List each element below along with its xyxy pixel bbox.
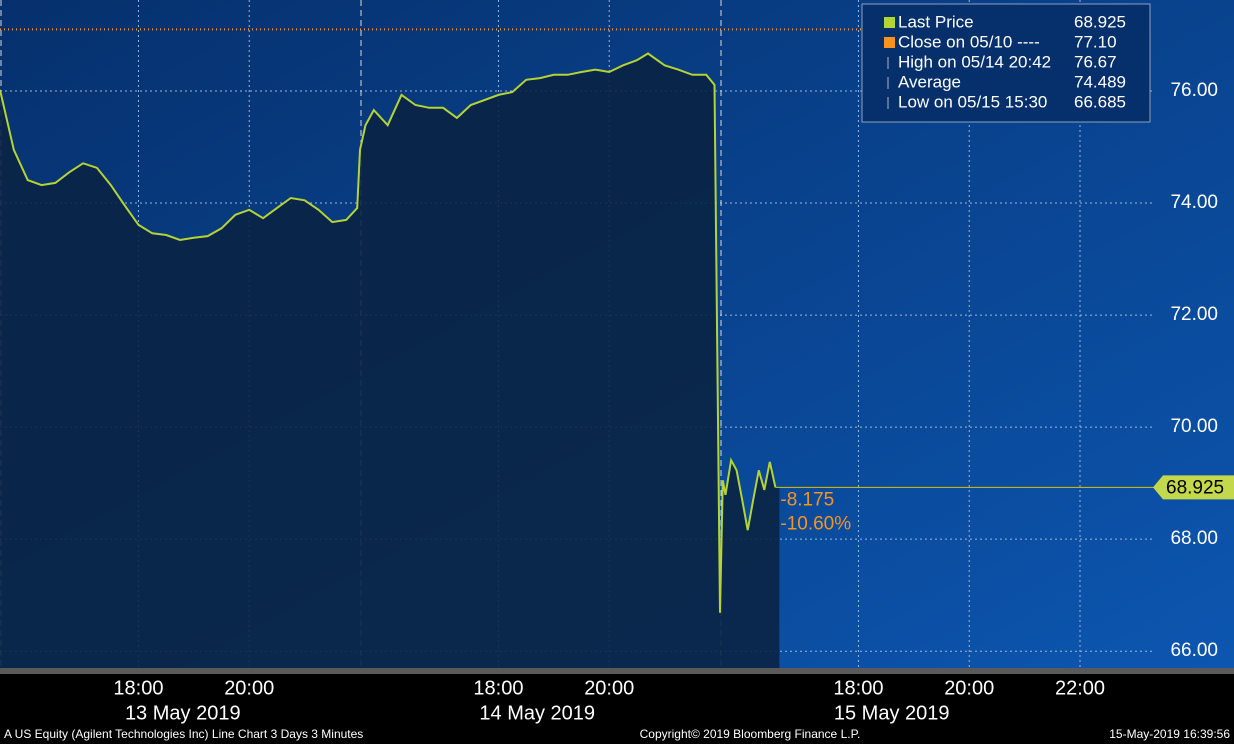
y-tick-label: 66.00 xyxy=(1170,640,1218,661)
x-tick-label: 20:00 xyxy=(584,677,634,699)
legend-value: 76.67 xyxy=(1074,52,1117,71)
area xyxy=(0,53,780,668)
legend-value: 77.10 xyxy=(1074,32,1117,51)
legend-label: Average xyxy=(898,72,961,91)
last-price-label: 68.925 xyxy=(1166,477,1224,498)
x-group-label: 13 May 2019 xyxy=(125,702,241,724)
x-group-label: 15 May 2019 xyxy=(834,702,950,724)
x-tick-label: 18:00 xyxy=(113,677,163,699)
x-tick-label: 20:00 xyxy=(224,677,274,699)
footer-left: A US Equity (Agilent Technologies Inc) L… xyxy=(4,727,363,741)
price-line xyxy=(0,52,777,613)
y-tick-label: 70.00 xyxy=(1170,416,1218,437)
legend-label: Low on 05/15 15:30 xyxy=(898,92,1047,111)
plot-layer: 66.00 68.00 70.00 72.00 74.00 76.00 18:00 20:00… xyxy=(0,0,1234,724)
x-axis-band xyxy=(0,674,1234,744)
x-tick-label: 20:00 xyxy=(944,677,994,699)
y-tick-label: 76.00 xyxy=(1170,80,1218,101)
x-group-label: 14 May 2019 xyxy=(479,702,595,724)
legend-swatch xyxy=(884,17,895,28)
legend-label: Close on 05/10 ---- xyxy=(898,32,1040,51)
legend-swatch xyxy=(884,37,895,48)
legend-value: 66.685 xyxy=(1074,92,1126,111)
y-tick-label: 72.00 xyxy=(1170,304,1218,325)
y-tick-label: 68.00 xyxy=(1170,528,1218,549)
axis-separator xyxy=(0,668,1234,674)
legend-box xyxy=(861,3,1151,123)
legend-value: 74.489 xyxy=(1074,72,1126,91)
x-tick-label: 22:00 xyxy=(1055,677,1105,699)
legend-label: Last Price xyxy=(898,12,974,31)
copyright: Copyright© 2019 Bloomberg Finance L.P. xyxy=(640,727,861,741)
x-tick-label: 18:00 xyxy=(473,677,523,699)
y-tick-label: 74.00 xyxy=(1170,192,1218,213)
timestamp: 15-May-2019 16:39:56 xyxy=(1109,727,1230,741)
legend-value: 68.925 xyxy=(1074,12,1126,31)
change-label: -8.175 xyxy=(780,489,834,510)
legend-label: High on 05/14 20:42 xyxy=(898,52,1051,71)
change-pct-label: -10.60% xyxy=(780,513,851,534)
x-tick-label: 18:00 xyxy=(833,677,883,699)
last-price-tag xyxy=(1153,475,1234,500)
